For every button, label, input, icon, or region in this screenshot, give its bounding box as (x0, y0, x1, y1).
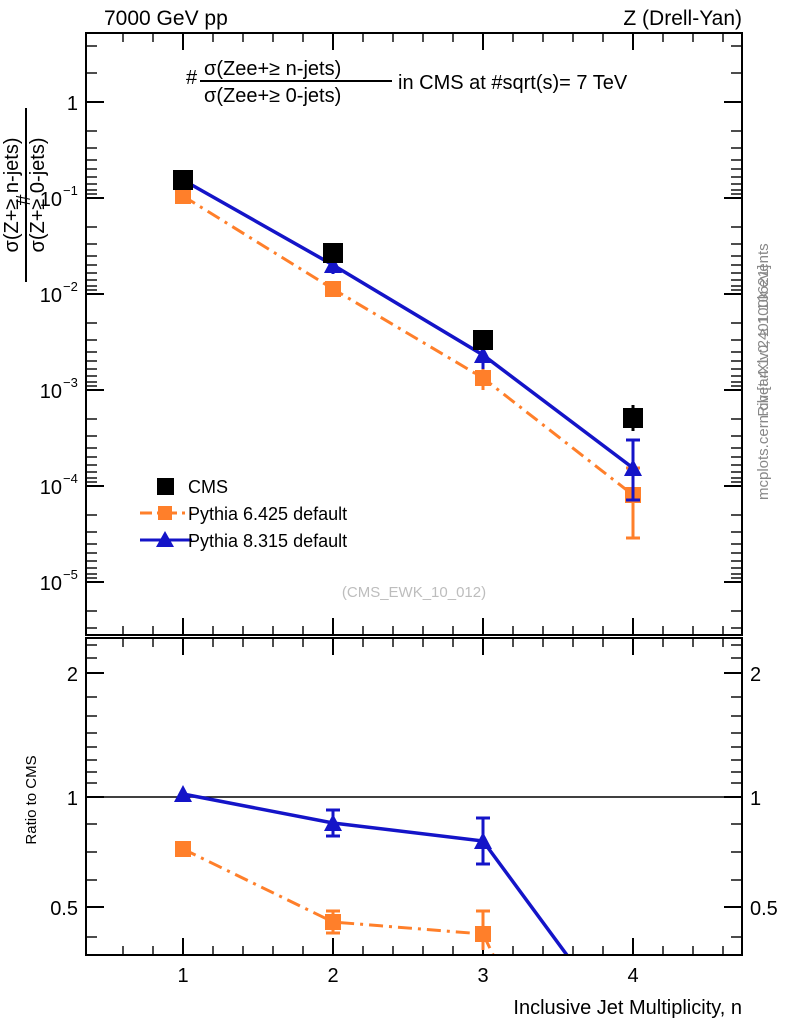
pythia8-main-marker (624, 459, 642, 476)
legend-label-pythia6: Pythia 6.425 default (188, 504, 347, 524)
main-x-axis-minor-ticks (122, 33, 724, 635)
ytick-label-5-group: 10 −5 (40, 567, 78, 595)
annotation-tail: in CMS at #sqrt(s)= 7 TeV (398, 72, 628, 94)
xtick-label-1: 1 (177, 965, 188, 987)
y-axis-label-hash: # (13, 194, 35, 206)
legend-marker-cms (157, 478, 174, 495)
xtick-label-4: 4 (627, 965, 638, 987)
plot-annotation: # σ(Zee+≥ n-jets) σ(Zee+≥ 0-jets) in CMS… (186, 58, 628, 107)
ytick-label-0: 1 (67, 93, 78, 115)
cms-main-marker (473, 330, 493, 350)
ytick-label-3: 10 (40, 381, 62, 403)
legend-label-cms: CMS (188, 477, 228, 497)
ytick-exp-5: −5 (63, 567, 78, 582)
pythia6-ratio-marker (325, 914, 341, 930)
y-axis-label-denominator: σ(Z+≥ 0-jets) (27, 138, 49, 253)
pythia6-ratio-line (182, 847, 495, 954)
ytick-label-1-group: 10 −1 (40, 183, 78, 211)
legend-marker-pythia6 (158, 506, 172, 520)
legend-item-pythia6[interactable]: Pythia 6.425 default (140, 504, 347, 524)
ratio-y-axis-label: Ratio to CMS (23, 755, 40, 844)
main-x-axis-ticks (182, 33, 634, 635)
pythia8-main-marker (324, 256, 342, 273)
pythia8-ratio-marker (474, 832, 492, 849)
pythia6-ratio-marker (175, 841, 191, 857)
ratio-ytick-label-1-right: 1 (750, 788, 761, 810)
y-axis-label-numerator: σ(Z+≥ n-jets) (1, 138, 23, 253)
ratio-ytick-label-1-left: 1 (67, 788, 78, 810)
series-pythia8-main (174, 171, 642, 502)
main-panel-frame (85, 32, 743, 636)
analysis-watermark: (CMS_EWK_10_012) (342, 584, 486, 601)
ratio-y-axis-label-group: Ratio to CMS (23, 755, 40, 844)
series-cms-main (173, 170, 643, 431)
ratio-ytick-label-05-right: 0.5 (750, 898, 778, 920)
pythia6-main-marker (475, 370, 491, 386)
annotation-numerator: σ(Zee+≥ n-jets) (204, 58, 341, 80)
legend-label-pythia8: Pythia 8.315 default (188, 531, 347, 551)
ytick-label-3-group: 10 −3 (40, 375, 78, 403)
header-left-label: 7000 GeV pp (104, 7, 228, 30)
series-pythia6-ratio (175, 841, 495, 954)
ytick-label-2-group: 10 −2 (40, 279, 78, 307)
legend-marker-pythia8 (156, 531, 174, 547)
xtick-label-2: 2 (327, 965, 338, 987)
legend-item-cms[interactable]: CMS (157, 477, 228, 497)
legend: CMS Pythia 6.425 default Pythia 8.315 de… (140, 477, 347, 551)
side-text-top-group: Rivet 4.1.0, ≥ 100k events (755, 243, 772, 416)
cms-main-marker (323, 243, 343, 263)
ytick-exp-3: −3 (63, 375, 78, 390)
main-y-tick-labels: 1 10 −1 10 −2 10 −3 10 −4 10 −5 (40, 93, 78, 595)
pythia8-main-line (182, 178, 635, 470)
pythia8-ratio-marker (174, 785, 192, 802)
ratio-ytick-label-05-left: 0.5 (50, 898, 78, 920)
annotation-hash: # (186, 67, 198, 89)
cms-main-marker (623, 408, 643, 428)
pythia6-ratio-marker (475, 926, 491, 942)
series-pythia6-main (175, 188, 641, 540)
side-text-bottom-group: mcplots.cern.ch [arXiv:2401.10621] (755, 265, 772, 500)
ratio-x-axis-minor-ticks (122, 638, 724, 955)
rivet-version-label: Rivet 4.1.0, ≥ 100k events (755, 243, 772, 416)
cms-main-marker (173, 170, 193, 190)
series-pythia8-ratio (174, 785, 569, 954)
ytick-label-4: 10 (40, 477, 62, 499)
pythia8-ratio-marker (324, 814, 342, 831)
annotation-denominator: σ(Zee+≥ 0-jets) (204, 85, 341, 107)
pythia6-main-line (182, 194, 634, 497)
main-y-axis-label: # σ(Z+≥ n-jets) σ(Z+≥ 0-jets) (1, 108, 49, 282)
mcplots-source-label: mcplots.cern.ch [arXiv:2401.10621] (755, 265, 772, 500)
ytick-exp-4: −4 (63, 471, 78, 486)
legend-item-pythia8[interactable]: Pythia 8.315 default (140, 531, 347, 551)
ratio-y-tick-labels: 2 1 0.5 2 1 0.5 (50, 664, 778, 920)
pythia6-main-marker (175, 188, 191, 204)
x-axis-label: Inclusive Jet Multiplicity, n (513, 997, 742, 1019)
ytick-label-5: 10 (40, 573, 62, 595)
pythia8-ratio-line (182, 792, 569, 954)
xtick-label-3: 3 (477, 965, 488, 987)
x-tick-labels: 1 2 3 4 (177, 965, 638, 987)
ytick-label-1: 10 (40, 189, 62, 211)
pythia6-main-marker (325, 281, 341, 297)
ytick-exp-2: −2 (63, 279, 78, 294)
ratio-ytick-label-2-right: 2 (750, 664, 761, 686)
ytick-label-4-group: 10 −4 (40, 471, 78, 499)
ratio-y-axis-minor-ticks (86, 644, 742, 938)
ytick-exp-1: −1 (63, 183, 78, 198)
main-y-axis-minor-ticks (86, 45, 742, 629)
pythia8-main-marker (474, 346, 492, 363)
ytick-label-2: 10 (40, 285, 62, 307)
ratio-ytick-label-2-left: 2 (67, 664, 78, 686)
main-y-axis-ticks (86, 101, 742, 583)
header-right-label: Z (Drell-Yan) (623, 7, 742, 30)
